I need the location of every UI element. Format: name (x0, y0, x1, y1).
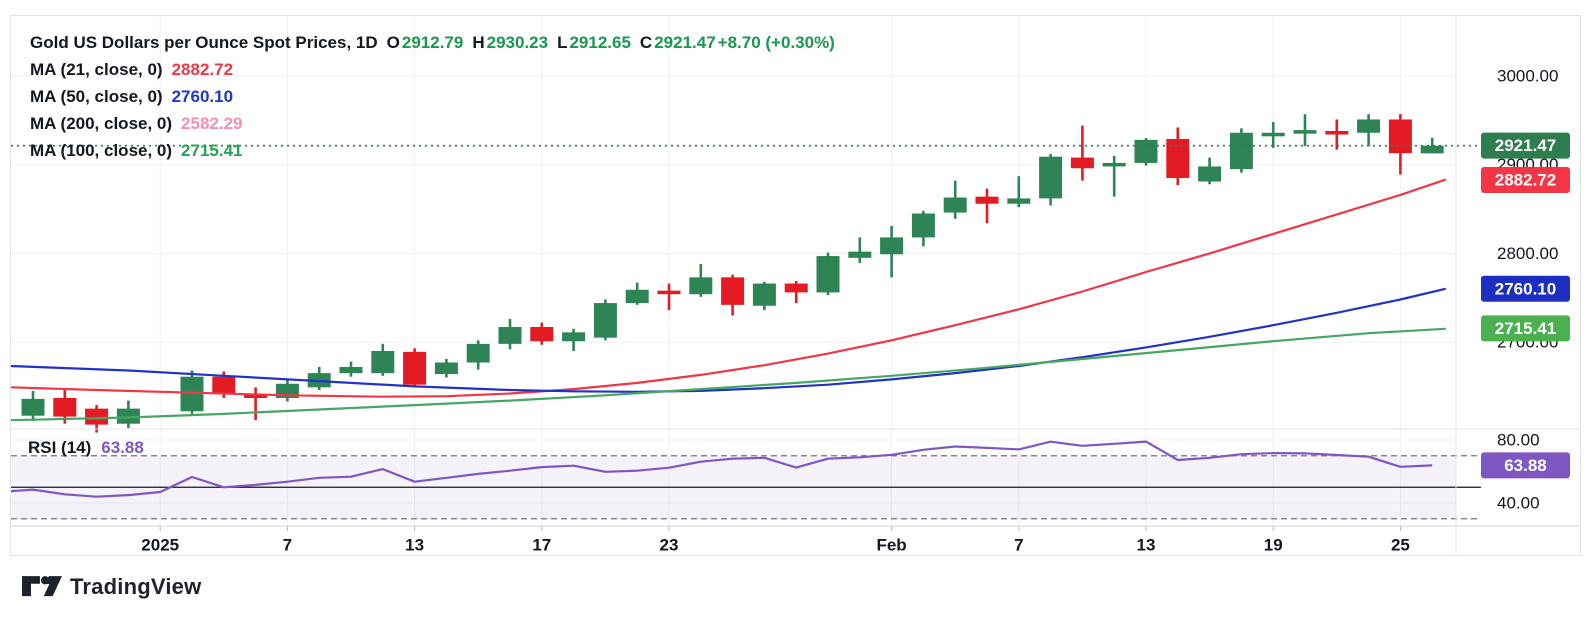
chart-legend: Gold US Dollars per Ounce Spot Prices, 1… (30, 29, 835, 164)
x-tick-23: 23 (660, 536, 679, 555)
ohlc-high: H 2930.23 (472, 32, 549, 52)
x-tick-25: 25 (1391, 536, 1410, 555)
x-tick-13: 13 (1137, 536, 1156, 555)
rsi-legend-row[interactable]: RSI (14) 63.88 (28, 438, 144, 458)
rsi-band-layer (11, 455, 1481, 520)
svg-text:80.00: 80.00 (1497, 431, 1540, 450)
candle-feb-26 (1420, 145, 1444, 154)
candle-jan-23 (657, 290, 681, 295)
x-tick-2025: 2025 (141, 536, 179, 555)
candle-jan-2 (180, 376, 204, 412)
candle-feb-7 (1007, 198, 1031, 204)
candle-jan-15 (466, 343, 490, 363)
candle-jan-29 (784, 283, 808, 293)
candle-jan-16 (498, 327, 522, 344)
candle-feb-13 (1134, 139, 1158, 163)
candle-jan-20 (562, 332, 586, 342)
rsi-line-layer (10, 440, 1433, 498)
candle-jan-6 (244, 394, 268, 398)
axis-badge-2760.10 (1481, 275, 1570, 302)
svg-text:2882.72: 2882.72 (1495, 171, 1556, 190)
tradingview-logo-text: TradingView (70, 573, 202, 599)
svg-text:2715.41: 2715.41 (1495, 319, 1556, 338)
grid-layer (11, 16, 1456, 526)
candle-feb-18 (1229, 132, 1253, 170)
candle-jan-21 (593, 303, 617, 338)
candle-feb-24 (1357, 119, 1381, 133)
candle-feb-21 (1325, 130, 1349, 135)
candle-feb-19 (1261, 132, 1285, 137)
symbol-title: Gold US Dollars per Ounce Spot Prices, 1… (30, 32, 378, 52)
symbol-title-row[interactable]: Gold US Dollars per Ounce Spot Prices, 1… (30, 29, 835, 56)
candle-jan-28 (752, 283, 776, 306)
candles-layer (21, 114, 1444, 433)
price-badges-layer: 2921.47 2882.72 2760.10 2715.41 63.88 (1481, 132, 1570, 479)
x-tick-19: 19 (1264, 536, 1283, 555)
tradingview-logo-icon (22, 576, 62, 597)
svg-text:40.00: 40.00 (1497, 494, 1540, 513)
candle-feb-11 (1070, 157, 1094, 169)
x-tick-17: 17 (532, 536, 551, 555)
candle-feb-14 (1166, 138, 1190, 179)
ma-value-1: 2760.10 (171, 86, 234, 106)
candle-jan-13 (403, 351, 427, 385)
candle-feb-17 (1198, 166, 1222, 182)
candle-dec-26 (21, 398, 45, 416)
ma200-legend-row[interactable]: MA (200, close, 0) 2582.29 (30, 113, 243, 133)
x-tick-7: 7 (1014, 536, 1023, 555)
candle-feb-5 (943, 197, 967, 213)
svg-text:2921.47: 2921.47 (1495, 136, 1556, 155)
ma-value-3: 2715.41 (181, 140, 243, 160)
ohlc-low: L 2912.65 (557, 32, 631, 52)
separators-layer (11, 16, 1581, 556)
candle-feb-3 (880, 237, 904, 255)
ma100-legend-row[interactable]: MA (100, close, 0) 2715.41 (30, 140, 243, 160)
ma50-legend-row[interactable]: MA (50, close, 0) 2760.10 (30, 86, 234, 106)
candle-dec-31 (116, 408, 140, 424)
ma21-legend-row[interactable]: MA (21, close, 0) 2882.72 (30, 59, 234, 79)
ohlc-open: O 2912.79 (386, 32, 464, 52)
candle-dec-27 (53, 397, 77, 417)
candle-jan-24 (689, 277, 713, 295)
candle-feb-4 (911, 213, 935, 238)
svg-text:3000.00: 3000.00 (1497, 67, 1558, 86)
svg-text:2760.10: 2760.10 (1495, 279, 1556, 298)
ma-value-0: 2882.72 (171, 59, 234, 79)
candle-jan-27 (721, 277, 745, 305)
candle-feb-10 (1039, 156, 1063, 199)
axis-badge-63.88 (1481, 452, 1570, 479)
candle-jan-30 (816, 256, 840, 293)
rsi-value: 63.88 (101, 438, 144, 457)
axis-badge-2715.41 (1481, 315, 1570, 342)
axis-badge-2921.47 (1481, 132, 1570, 159)
svg-text:2800.00: 2800.00 (1497, 244, 1558, 263)
candle-dec-30 (85, 408, 109, 425)
ma-lines-layer (9, 144, 1481, 422)
axis-badge-2882.72 (1481, 167, 1570, 194)
candle-jan-17 (530, 327, 554, 342)
candle-feb-6 (975, 196, 999, 204)
tradingview-logo[interactable]: TradingView (22, 573, 201, 600)
candle-jan-9 (339, 366, 363, 374)
candle-jan-22 (625, 289, 649, 304)
x-tick-7: 7 (283, 536, 292, 555)
candle-jan-10 (371, 350, 395, 374)
candle-jan-31 (848, 251, 872, 258)
ohlc-close: C 2921.47 (639, 32, 716, 52)
change-value: +8.70 (+0.30%) (717, 32, 835, 52)
rsi-label: RSI (14) (28, 438, 92, 457)
candle-jan-14 (434, 362, 458, 375)
x-tick-Feb: Feb (876, 536, 906, 555)
x-tick-13: 13 (405, 536, 424, 555)
axis-labels-layer: 3000.002900.002800.002700.0080.0040.0020… (141, 67, 1558, 555)
ma-value-2: 2582.29 (181, 113, 243, 133)
candle-feb-12 (1102, 162, 1126, 167)
candle-jan-3 (212, 376, 236, 394)
svg-text:63.88: 63.88 (1504, 456, 1547, 475)
candle-feb-20 (1293, 130, 1317, 134)
candle-feb-25 (1388, 119, 1412, 154)
